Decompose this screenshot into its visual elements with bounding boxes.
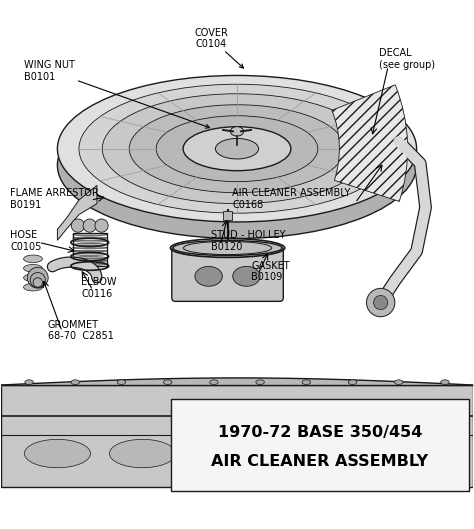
Ellipse shape (73, 257, 107, 259)
Circle shape (27, 267, 48, 288)
Ellipse shape (73, 243, 107, 245)
Circle shape (83, 219, 96, 232)
Ellipse shape (25, 380, 33, 385)
Ellipse shape (183, 127, 291, 171)
Ellipse shape (173, 240, 282, 256)
Circle shape (30, 272, 46, 288)
Circle shape (95, 219, 108, 232)
Wedge shape (332, 85, 408, 202)
Ellipse shape (57, 76, 417, 222)
Ellipse shape (129, 105, 345, 193)
Text: COVER
C0104: COVER C0104 (194, 28, 244, 68)
Ellipse shape (441, 380, 449, 385)
Ellipse shape (73, 260, 107, 262)
Ellipse shape (394, 380, 403, 385)
FancyBboxPatch shape (171, 399, 469, 491)
Ellipse shape (73, 250, 107, 252)
Circle shape (33, 278, 43, 287)
Ellipse shape (57, 92, 417, 239)
Ellipse shape (71, 380, 80, 385)
Circle shape (366, 288, 395, 317)
Bar (223, 211, 232, 220)
Text: DECAL
(see group): DECAL (see group) (379, 48, 435, 70)
Ellipse shape (109, 440, 175, 468)
Text: HOSE
C0105: HOSE C0105 (10, 230, 42, 252)
Circle shape (71, 219, 84, 232)
Ellipse shape (210, 380, 218, 385)
Ellipse shape (24, 255, 43, 262)
Text: ELBOW
C0116: ELBOW C0116 (81, 277, 117, 299)
Polygon shape (57, 185, 97, 240)
Text: GASKET
B0109: GASKET B0109 (251, 261, 290, 282)
Ellipse shape (348, 380, 357, 385)
Text: 1970-72 BASE 350/454: 1970-72 BASE 350/454 (218, 425, 422, 440)
Ellipse shape (156, 116, 318, 181)
Circle shape (374, 296, 388, 309)
Ellipse shape (73, 234, 107, 235)
Ellipse shape (117, 380, 126, 385)
Ellipse shape (24, 264, 43, 272)
Ellipse shape (24, 284, 43, 291)
Bar (73, 233, 107, 266)
Text: STUD - HOLLEY
B0120: STUD - HOLLEY B0120 (211, 230, 285, 252)
Text: GROMMET
68-70  C2851: GROMMET 68-70 C2851 (48, 320, 114, 341)
Ellipse shape (73, 237, 107, 239)
Ellipse shape (73, 263, 107, 265)
Bar (0, 385, 474, 487)
Ellipse shape (102, 94, 372, 204)
Ellipse shape (230, 126, 244, 136)
Ellipse shape (73, 247, 107, 249)
Ellipse shape (233, 267, 260, 286)
Ellipse shape (216, 139, 258, 159)
Text: AIR CLEANER ASSEMBLY
C0168: AIR CLEANER ASSEMBLY C0168 (232, 188, 351, 210)
Ellipse shape (302, 380, 310, 385)
Ellipse shape (164, 380, 172, 385)
FancyBboxPatch shape (172, 247, 283, 302)
Text: WING NUT
B0101: WING NUT B0101 (24, 60, 210, 128)
Ellipse shape (24, 274, 43, 281)
Ellipse shape (24, 440, 91, 468)
Ellipse shape (79, 84, 395, 213)
Ellipse shape (256, 380, 264, 385)
Text: AIR CLEANER ASSEMBLY: AIR CLEANER ASSEMBLY (211, 454, 428, 469)
Ellipse shape (73, 253, 107, 256)
Ellipse shape (204, 440, 270, 468)
Ellipse shape (73, 240, 107, 242)
Ellipse shape (195, 267, 222, 286)
Text: FLAME ARRESTOR
B0191: FLAME ARRESTOR B0191 (10, 188, 99, 210)
